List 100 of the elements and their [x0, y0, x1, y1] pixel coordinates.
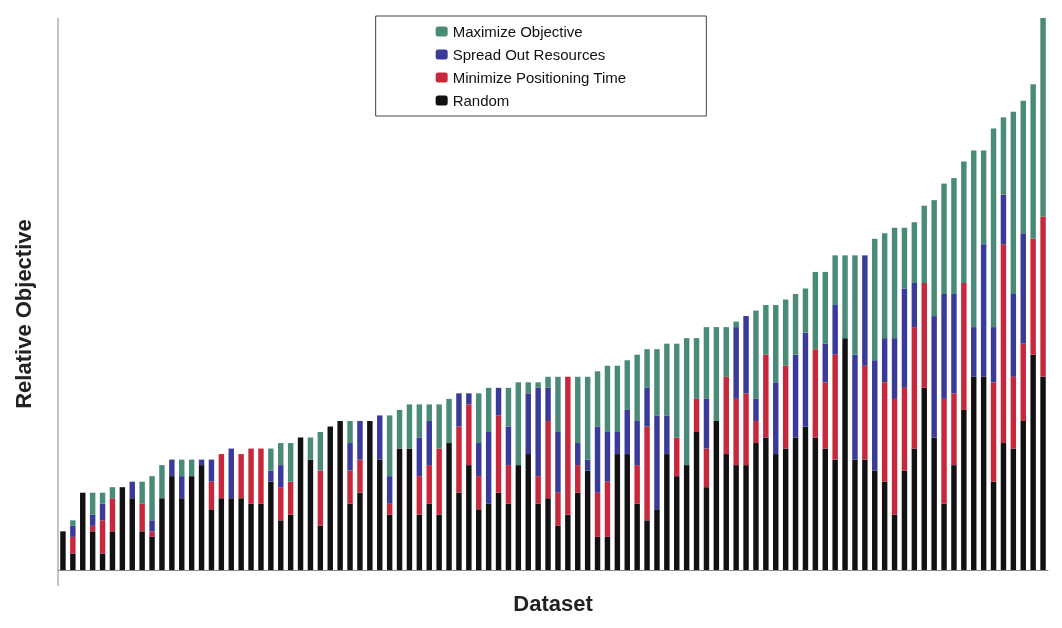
bar: [1020, 420, 1026, 570]
bar: [1010, 111, 1017, 294]
bar: [832, 305, 838, 355]
bar: [357, 459, 363, 493]
bar: [485, 432, 492, 504]
bar: [733, 327, 739, 399]
legend-label: Random: [452, 92, 510, 109]
bar: [891, 227, 898, 339]
bar: [169, 459, 175, 477]
bar: [693, 432, 700, 570]
bar: [396, 448, 403, 570]
bar: [317, 525, 324, 570]
bar: [495, 415, 502, 493]
bar: [436, 448, 442, 515]
bar: [1010, 376, 1017, 449]
bar: [881, 382, 888, 482]
bar: [693, 338, 700, 399]
bar: [961, 409, 967, 570]
bar: [357, 492, 363, 570]
bar: [812, 349, 819, 438]
bar: [208, 481, 215, 510]
bar: [159, 498, 165, 570]
bar: [406, 448, 413, 570]
bar: [416, 404, 423, 438]
bar: [901, 288, 908, 388]
bar: [139, 503, 145, 532]
bar: [535, 476, 541, 504]
bar: [505, 503, 512, 570]
bar: [287, 481, 294, 515]
bar: [238, 498, 244, 570]
bar: [654, 349, 660, 416]
bar: [753, 420, 759, 444]
bar: [406, 404, 413, 449]
bar: [347, 470, 353, 504]
bar: [188, 476, 195, 570]
bar: [149, 520, 155, 532]
bar: [763, 354, 769, 438]
bar: [268, 470, 274, 482]
bar: [278, 443, 284, 466]
bar: [515, 382, 522, 466]
bar: [396, 409, 403, 449]
bar: [862, 255, 868, 366]
bar: [238, 454, 244, 499]
bar: [1040, 216, 1046, 377]
bar: [80, 492, 86, 570]
bar: [317, 432, 324, 471]
bar: [901, 470, 908, 570]
bar: [862, 459, 868, 570]
bar: [89, 514, 96, 526]
bar: [426, 503, 432, 570]
bar: [70, 520, 76, 526]
bar: [792, 354, 799, 438]
bar: [1030, 238, 1036, 355]
bar: [169, 476, 175, 570]
bar: [565, 376, 571, 515]
bar: [495, 387, 502, 416]
bar: [99, 520, 106, 554]
bar: [753, 398, 759, 421]
bar: [119, 487, 126, 570]
bar: [961, 282, 967, 410]
bar: [70, 553, 76, 570]
bar: [476, 509, 482, 570]
bar: [109, 498, 116, 532]
bar: [634, 465, 640, 504]
bar: [485, 387, 492, 432]
bar: [535, 382, 541, 388]
bar: [525, 393, 531, 455]
bar: [733, 398, 739, 466]
bar: [911, 282, 918, 328]
bar: [674, 343, 680, 438]
bar: [931, 437, 937, 570]
bar: [278, 487, 284, 521]
bar: [386, 514, 393, 570]
bar: [872, 238, 878, 361]
bar: [545, 498, 551, 570]
bar: [990, 481, 997, 570]
bar: [881, 338, 888, 383]
bar: [248, 503, 254, 570]
bar: [802, 426, 809, 570]
bar: [852, 354, 858, 460]
bar: [921, 387, 927, 570]
bar: [1030, 84, 1036, 239]
bar: [644, 387, 650, 427]
bar: [604, 432, 611, 482]
bar: [1020, 343, 1026, 421]
bar: [881, 233, 888, 339]
bar: [456, 393, 462, 427]
bar: [802, 288, 809, 333]
bar: [664, 454, 670, 570]
bar: [713, 420, 720, 570]
bar: [416, 437, 423, 477]
bar: [782, 299, 789, 366]
bar: [436, 514, 442, 570]
bar: [377, 459, 383, 570]
bar: [674, 476, 680, 570]
bar: [713, 327, 720, 421]
bar: [426, 404, 432, 421]
bar: [466, 404, 472, 466]
bar: [634, 354, 640, 421]
bar: [812, 437, 819, 570]
